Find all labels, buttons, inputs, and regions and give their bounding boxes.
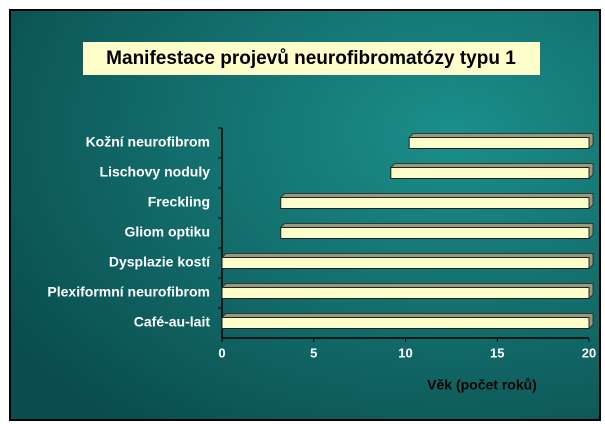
bar [390, 167, 590, 179]
x-axis-label: Věk (počet roků) [427, 377, 537, 393]
x-tick-label: 0 [218, 345, 225, 360]
bar [280, 227, 590, 239]
bar [221, 317, 590, 329]
background [9, 9, 601, 421]
x-tick-label: 5 [310, 345, 317, 360]
x-tick-label: 10 [398, 345, 412, 360]
y-tick-label: Gliom optiku [124, 224, 210, 240]
y-tick-label: Café-au-lait [134, 314, 211, 330]
bar [280, 197, 590, 209]
y-tick-label: Plexiformní neurofibrom [47, 284, 210, 300]
y-tick-label: Freckling [148, 194, 210, 210]
bar [408, 137, 590, 149]
y-tick-label: Kožní neurofibrom [86, 134, 210, 150]
y-tick-label: Dysplazie kostí [109, 254, 211, 270]
x-tick-label: 20 [582, 345, 596, 360]
y-tick-label: Lischovy noduly [100, 164, 211, 180]
title-box [83, 42, 540, 75]
bar [221, 257, 590, 269]
bar [221, 287, 590, 299]
x-tick-label: 15 [490, 345, 504, 360]
chart-title: Manifestace projevů neurofibromatózy typ… [106, 48, 516, 69]
